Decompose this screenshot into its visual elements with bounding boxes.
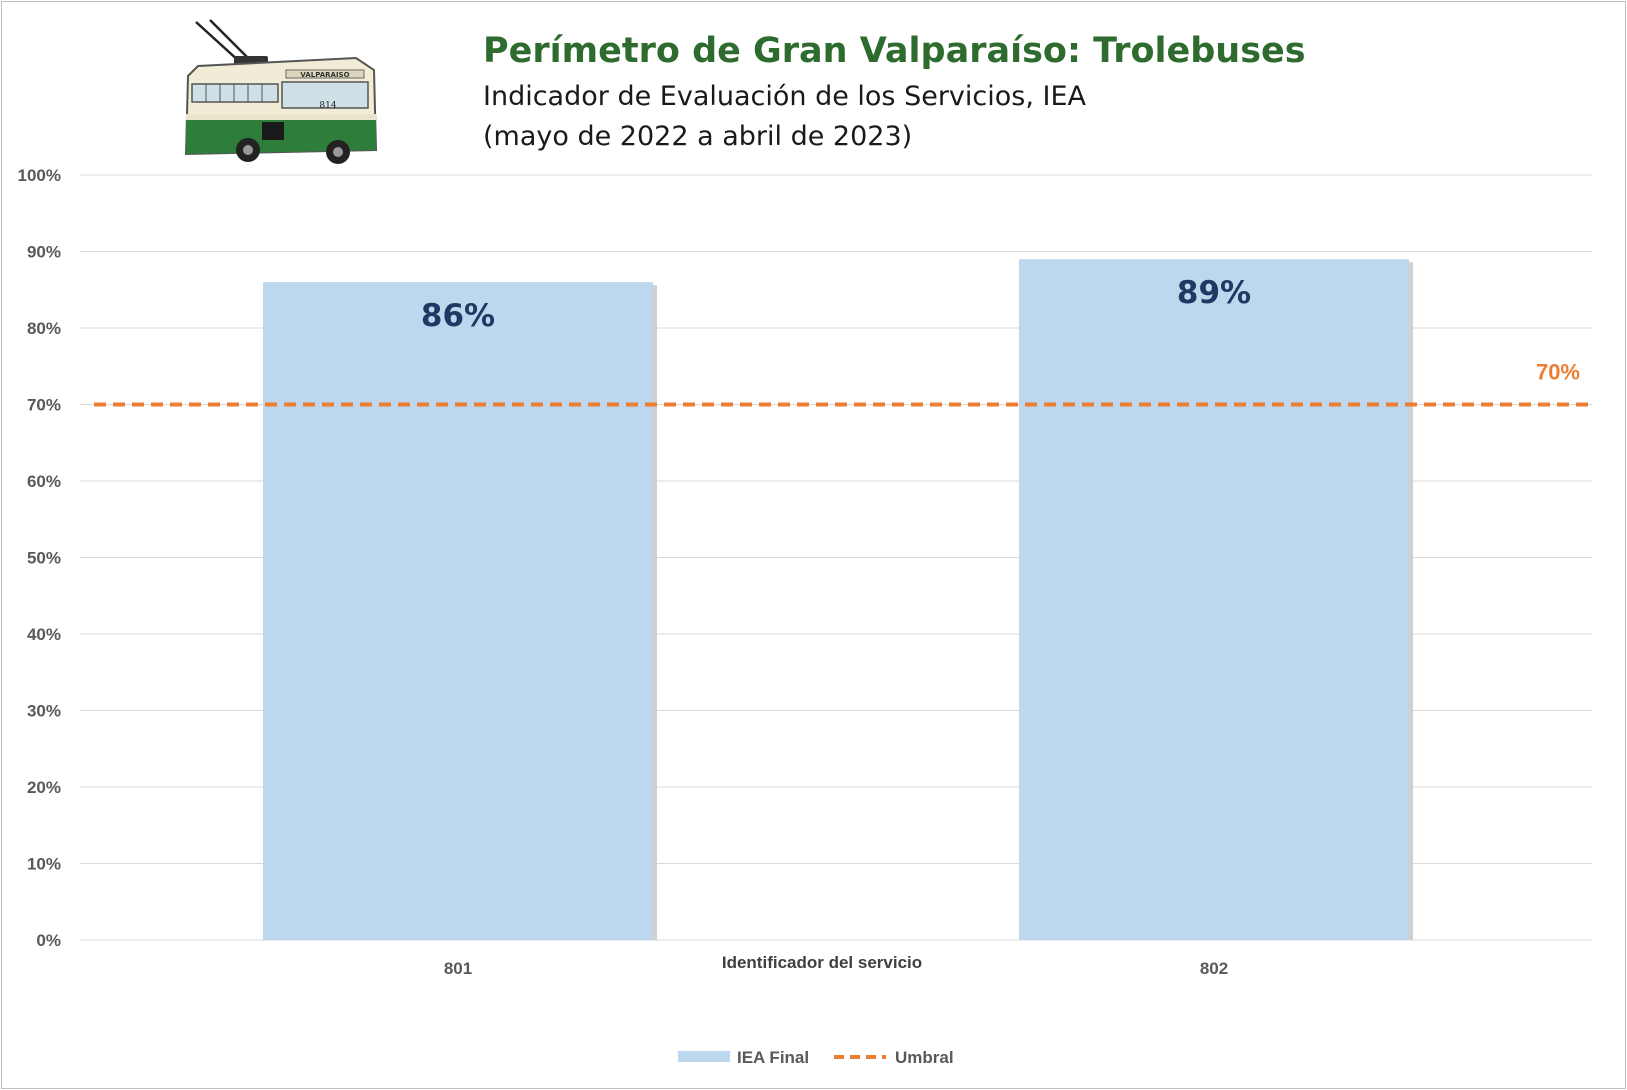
legend-label-iea-final: IEA Final — [737, 1048, 809, 1067]
y-tick-label: 90% — [27, 243, 61, 262]
trolleybus-icon: VALPARAISO 814 — [184, 19, 378, 164]
logo-sign-text: VALPARAISO — [300, 71, 349, 79]
chart-subtitle-line1: Indicador de Evaluación de los Servicios… — [483, 81, 1087, 112]
y-tick-label: 40% — [27, 625, 61, 644]
y-tick-label: 30% — [27, 702, 61, 721]
threshold-label: 70% — [1536, 360, 1580, 385]
legend-swatch-iea-final — [678, 1051, 730, 1062]
x-axis-categories: 801 802 — [444, 959, 1228, 978]
x-category-label: 801 — [444, 959, 472, 978]
y-tick-label: 10% — [27, 855, 61, 874]
y-tick-label: 0% — [36, 931, 61, 950]
y-tick-label: 70% — [27, 396, 61, 415]
bar-801 — [263, 282, 653, 941]
y-tick-label: 60% — [27, 472, 61, 491]
chart-subtitle-line2: (mayo de 2022 a abril de 2023) — [483, 121, 912, 152]
bar-value-label: 86% — [421, 298, 495, 334]
bar-802 — [1019, 259, 1409, 940]
threshold: 70% — [94, 360, 1592, 407]
legend: IEA Final Umbral — [678, 1048, 954, 1067]
y-tick-label: 50% — [27, 549, 61, 568]
chart-title: Perímetro de Gran Valparaíso: Trolebuses — [483, 31, 1306, 71]
y-tick-label: 100% — [18, 166, 61, 185]
bar-value-label: 89% — [1177, 275, 1251, 311]
logo-number-text: 814 — [319, 101, 336, 111]
bars: 86% 89% — [263, 259, 1413, 941]
y-tick-label: 20% — [27, 778, 61, 797]
legend-label-umbral: Umbral — [895, 1048, 954, 1067]
x-axis-label: Identificador del servicio — [722, 953, 922, 972]
y-axis-ticks: 0% 10% 20% 30% 40% 50% 60% 70% 80% 90% 100% — [18, 166, 61, 950]
x-category-label: 802 — [1200, 959, 1228, 978]
y-tick-label: 80% — [27, 319, 61, 338]
